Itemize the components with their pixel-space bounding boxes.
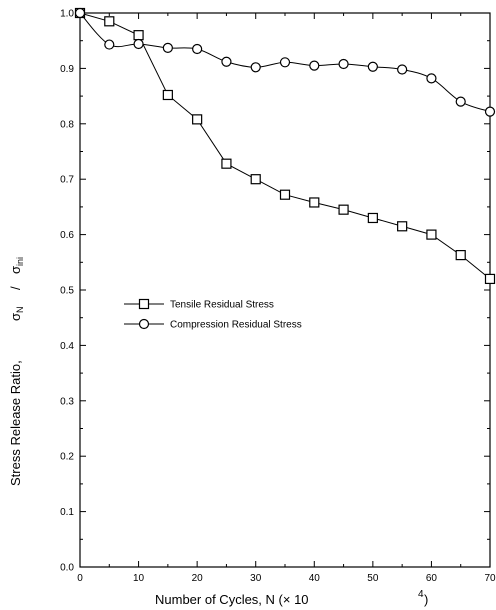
x-axis-title-close: ) xyxy=(424,592,428,607)
y-axis-sigma-n: σN xyxy=(8,306,25,321)
data-point-square xyxy=(484,273,496,285)
data-point-square xyxy=(455,249,466,261)
x-tick-label: 30 xyxy=(250,573,262,584)
data-point-square xyxy=(250,174,261,185)
data-point-square xyxy=(192,114,203,125)
x-tick-label: 40 xyxy=(309,573,321,584)
data-point-square xyxy=(162,89,173,101)
data-point-circle xyxy=(309,60,320,71)
data-point-circle xyxy=(250,62,261,73)
y-tick-label: 0.6 xyxy=(60,230,74,241)
y-tick-label: 0.8 xyxy=(60,119,74,130)
data-point-circle xyxy=(162,42,173,54)
y-tick-label: 0.2 xyxy=(60,452,74,463)
data-point-circle xyxy=(279,57,291,68)
x-tick-label: 10 xyxy=(133,573,145,584)
data-point-circle xyxy=(74,7,86,19)
data-point-circle xyxy=(338,58,349,70)
data-point-circle xyxy=(104,39,115,50)
data-point-square xyxy=(104,16,115,27)
y-tick-label: 0.5 xyxy=(60,286,74,297)
series-circle xyxy=(74,7,496,117)
y-tick-label: 1.0 xyxy=(60,9,74,20)
data-point-circle xyxy=(367,61,378,72)
x-axis-exponent: 4 xyxy=(418,589,424,600)
legend-marker-circle xyxy=(138,318,150,330)
data-point-square xyxy=(279,189,291,200)
x-tick-label: 60 xyxy=(426,573,438,584)
data-point-square xyxy=(367,212,378,224)
plot-frame xyxy=(79,12,491,568)
data-point-circle xyxy=(221,56,232,67)
data-point-circle xyxy=(426,73,437,84)
data-point-square xyxy=(221,158,232,169)
legend: Tensile Residual Stress Compression Resid… xyxy=(124,298,302,331)
y-tick-label: 0.7 xyxy=(60,175,74,186)
y-axis-title-text: Stress Release Ratio, xyxy=(8,360,23,486)
data-point-square xyxy=(338,204,349,215)
data-point-circle xyxy=(133,38,144,50)
y-axis-sigma-ini: σini xyxy=(8,257,25,274)
data-point-square xyxy=(426,229,437,240)
y-tick-label: 0.4 xyxy=(60,341,74,352)
data-point-circle xyxy=(484,106,496,117)
series-layer xyxy=(74,7,496,285)
data-point-square xyxy=(309,197,320,208)
x-tick-label: 20 xyxy=(192,573,204,584)
data-point-circle xyxy=(455,96,466,107)
y-tick-label: 0.1 xyxy=(60,507,74,518)
y-axis-title: Stress Release Ratio, σN / σini xyxy=(8,257,25,486)
series-square xyxy=(74,7,496,285)
y-tick-label: 0.9 xyxy=(60,64,74,75)
x-tick-label: 70 xyxy=(484,573,496,584)
data-point-circle xyxy=(397,64,408,75)
legend-label: Tensile Residual Stress xyxy=(170,300,274,311)
x-axis-title: Number of Cycles, N (× 10 xyxy=(155,592,309,607)
y-tick-label: 0.0 xyxy=(60,563,74,574)
x-axis-title-text: Number of Cycles, N (× 10 xyxy=(155,592,309,607)
legend-marker-square xyxy=(138,298,150,310)
legend-label: Compression Residual Stress xyxy=(170,320,302,331)
x-tick-label: 50 xyxy=(367,573,379,584)
data-point-square xyxy=(133,30,144,41)
axes: 0.0 0.1 0.2 0.3 0.4 0.5 0.6 0.7 0.8 0.9 1.0 0 10 20 30… xyxy=(60,9,496,585)
y-axis-slash: / xyxy=(8,286,23,290)
data-point-square xyxy=(397,221,408,232)
x-tick-label: 0 xyxy=(77,573,83,584)
y-tick-label: 0.3 xyxy=(60,396,74,407)
data-point-circle xyxy=(192,43,203,55)
